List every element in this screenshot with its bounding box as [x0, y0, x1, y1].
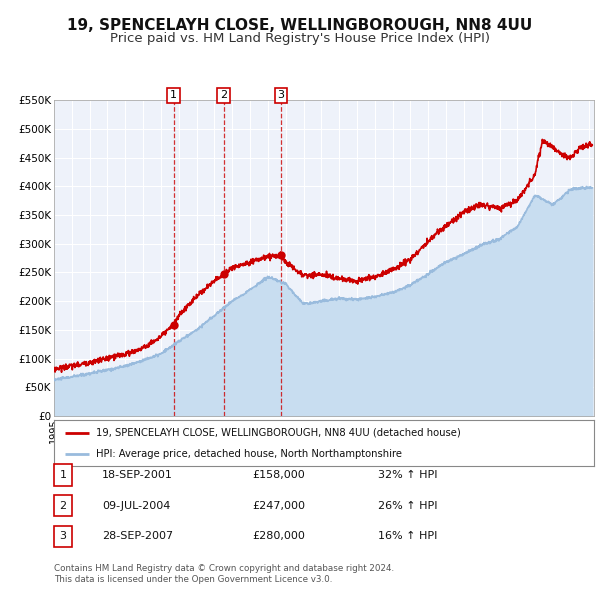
Text: 3: 3	[278, 90, 284, 100]
Text: 3: 3	[59, 532, 67, 541]
Text: HPI: Average price, detached house, North Northamptonshire: HPI: Average price, detached house, Nort…	[96, 448, 402, 458]
Text: This data is licensed under the Open Government Licence v3.0.: This data is licensed under the Open Gov…	[54, 575, 332, 584]
Text: 26% ↑ HPI: 26% ↑ HPI	[378, 501, 437, 510]
Text: 19, SPENCELAYH CLOSE, WELLINGBOROUGH, NN8 4UU: 19, SPENCELAYH CLOSE, WELLINGBOROUGH, NN…	[67, 18, 533, 32]
Text: 16% ↑ HPI: 16% ↑ HPI	[378, 532, 437, 541]
Text: 18-SEP-2001: 18-SEP-2001	[102, 470, 173, 480]
Text: £247,000: £247,000	[252, 501, 305, 510]
Text: Contains HM Land Registry data © Crown copyright and database right 2024.: Contains HM Land Registry data © Crown c…	[54, 565, 394, 573]
Text: 1: 1	[170, 90, 177, 100]
Text: 32% ↑ HPI: 32% ↑ HPI	[378, 470, 437, 480]
Text: 09-JUL-2004: 09-JUL-2004	[102, 501, 170, 510]
Text: 28-SEP-2007: 28-SEP-2007	[102, 532, 173, 541]
Text: 2: 2	[220, 90, 227, 100]
Text: Price paid vs. HM Land Registry's House Price Index (HPI): Price paid vs. HM Land Registry's House …	[110, 32, 490, 45]
Text: £280,000: £280,000	[252, 532, 305, 541]
Text: 1: 1	[59, 470, 67, 480]
Text: £158,000: £158,000	[252, 470, 305, 480]
Text: 2: 2	[59, 501, 67, 510]
Text: 19, SPENCELAYH CLOSE, WELLINGBOROUGH, NN8 4UU (detached house): 19, SPENCELAYH CLOSE, WELLINGBOROUGH, NN…	[96, 428, 461, 438]
